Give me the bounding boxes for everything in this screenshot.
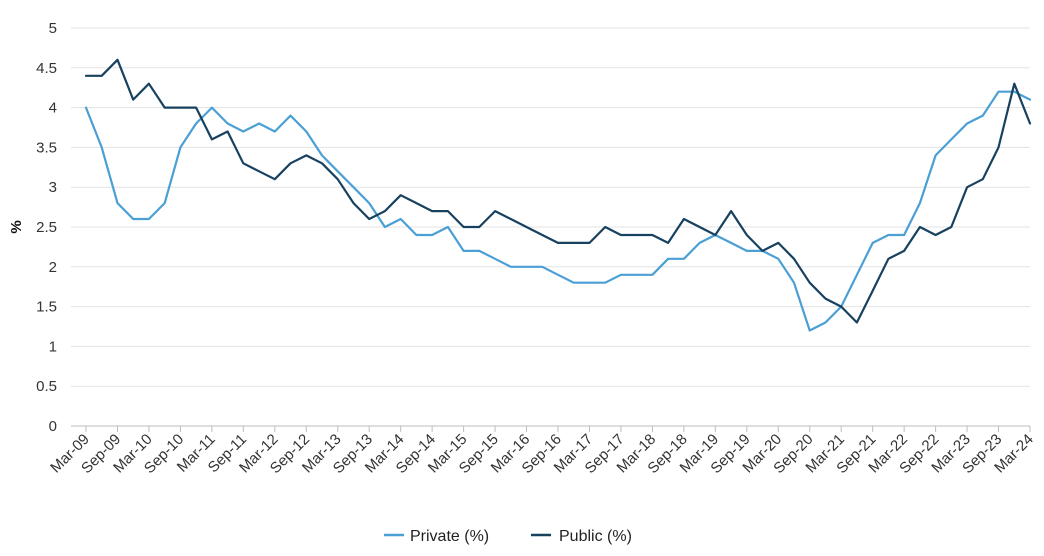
y-tick-label: 1.5 <box>36 299 57 316</box>
y-tick-label: 4 <box>49 100 57 117</box>
series-lines <box>84 58 1032 332</box>
x-axis: Mar-09Sep-09Mar-10Sep-10Mar-11Sep-11Mar-… <box>47 425 1037 477</box>
y-tick-label: 1 <box>49 338 57 355</box>
y-tick-label: 4.5 <box>36 60 57 77</box>
y-axis-title: % <box>8 220 25 233</box>
y-tick-label: 3.5 <box>36 139 57 156</box>
legend-label: Public (%) <box>559 528 632 545</box>
y-tick-label: 0 <box>49 418 57 435</box>
series-line-private <box>84 90 1032 332</box>
y-tick-label: 0.5 <box>36 378 57 395</box>
y-tick-label: 2 <box>49 259 57 276</box>
legend-item-public: Public (%) <box>531 528 632 545</box>
y-tick-label: 5 <box>49 20 57 37</box>
y-tick-label: 3 <box>49 179 57 196</box>
legend: Private (%) Public (%) <box>384 528 632 545</box>
y-axis: 0 0.5 1 1.5 2 2.5 3 3.5 4 4.5 5 <box>36 20 57 435</box>
legend-item-private: Private (%) <box>384 528 489 545</box>
legend-label: Private (%) <box>410 528 489 545</box>
gridlines <box>71 27 1030 387</box>
y-tick-label: 2.5 <box>36 219 57 236</box>
series-line-public <box>84 58 1032 324</box>
